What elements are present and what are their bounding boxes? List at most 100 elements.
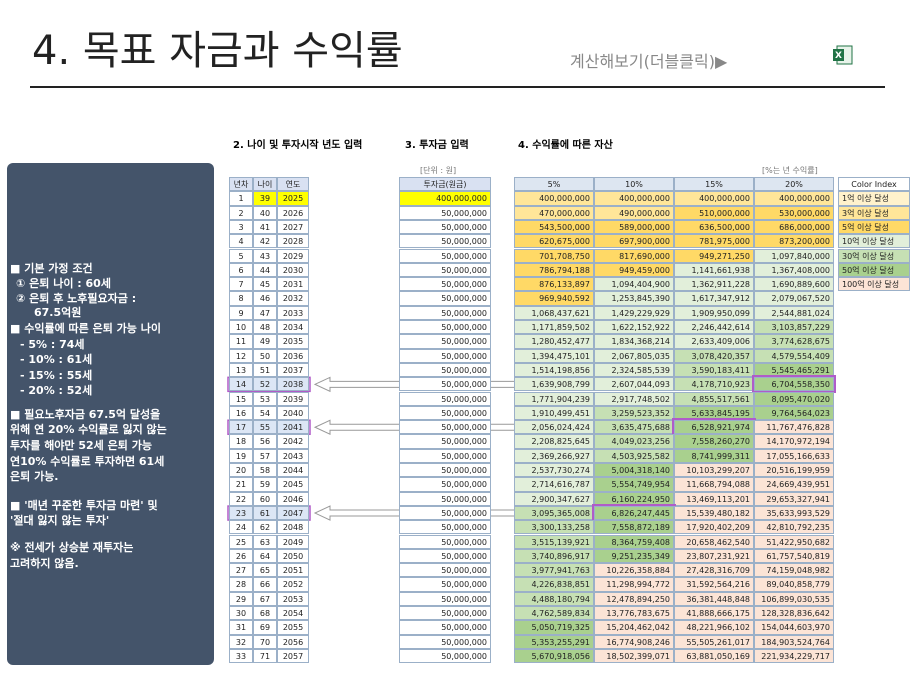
- value-cell: 817,690,000: [594, 248, 674, 263]
- value-cell: 6,160,224,950: [594, 491, 674, 506]
- value-cell: 3,103,857,229: [754, 320, 834, 335]
- row-label-cell: 2039: [277, 391, 309, 406]
- value-cell: 35,633,993,529: [754, 505, 834, 521]
- row-label-cell: 43: [253, 248, 277, 263]
- row-label-cell: 65: [253, 563, 277, 578]
- value-cell: 50,000,000: [399, 548, 491, 564]
- row-label-cell: 29: [229, 591, 253, 606]
- row-label-cell: 68: [253, 606, 277, 621]
- value-cell: 23,807,231,921: [674, 548, 754, 564]
- legend-item: 1억 이상 달성: [838, 191, 910, 206]
- value-cell: 1,394,475,101: [514, 348, 594, 363]
- value-cell: 12,478,894,250: [594, 591, 674, 606]
- legend-title: Color Index: [838, 177, 910, 192]
- value-cell: 1,910,499,451: [514, 405, 594, 421]
- value-cell: 48,221,966,102: [674, 620, 754, 635]
- title: 4. 목표 자금과 수익률: [32, 28, 403, 74]
- row-label-cell: 42: [253, 234, 277, 249]
- row-label-cell: 32: [229, 634, 253, 649]
- section-label: 4. 수익률에 따른 자산: [518, 140, 613, 151]
- panel-text: '절대 잃지 않는 투자': [10, 514, 110, 527]
- excel-icon[interactable]: X: [832, 44, 854, 66]
- value-cell: 1,141,661,938: [674, 262, 754, 278]
- legend-item: 50억 이상 달성: [838, 262, 910, 278]
- value-cell: 3,259,523,352: [594, 405, 674, 421]
- panel-text: - 5% : 74세: [20, 338, 85, 351]
- panel-text: 투자를 해야만 52세 은퇴 가능: [10, 439, 152, 452]
- value-cell: 9,764,564,023: [754, 405, 834, 421]
- value-cell: 50,000,000: [399, 634, 491, 649]
- value-cell: 2,056,024,424: [514, 420, 594, 435]
- row-label-cell: 48: [253, 320, 277, 335]
- value-cell: 74,159,048,982: [754, 563, 834, 578]
- panel-text: 연10% 수익률로 투자하면 61세: [10, 455, 165, 468]
- row-label-cell: 64: [253, 548, 277, 564]
- row-label-cell: 13: [229, 362, 253, 378]
- value-cell: 5,004,318,140: [594, 463, 674, 478]
- svg-text:X: X: [835, 51, 842, 61]
- panel-text: - 20% : 52세: [20, 384, 93, 397]
- value-cell: 686,000,000: [754, 219, 834, 235]
- row-label-cell: 25: [229, 534, 253, 549]
- value-cell: 50,000,000: [399, 377, 491, 392]
- panel-text: ② 은퇴 후 노후필요자금 :: [16, 292, 137, 305]
- side-panel: [7, 163, 214, 665]
- value-cell: 50,000,000: [399, 477, 491, 492]
- row-label-cell: 9: [229, 305, 253, 320]
- value-cell: 1,429,229,929: [594, 305, 674, 320]
- value-cell: 8,095,470,020: [754, 391, 834, 406]
- row-label-cell: 2057: [277, 648, 309, 664]
- row-label-cell: 56: [253, 434, 277, 449]
- row-label-cell: 66: [253, 577, 277, 592]
- value-cell: 5,633,845,195: [674, 405, 754, 421]
- row-label-cell: 12: [229, 348, 253, 363]
- value-cell: 31,592,564,216: [674, 577, 754, 592]
- row-label-cell: 19: [229, 448, 253, 463]
- value-cell: 50,000,000: [399, 563, 491, 578]
- panel-text: ① 은퇴 나이 : 60세: [16, 277, 111, 290]
- value-cell: 400,000,000: [399, 191, 491, 206]
- unit-note: [단위 : 원]: [420, 166, 457, 175]
- value-cell: 15,204,462,042: [594, 620, 674, 635]
- value-cell: 50,000,000: [399, 606, 491, 621]
- row-label-cell: 2038: [277, 377, 309, 392]
- value-cell: 16,774,908,246: [594, 634, 674, 649]
- value-cell: 50,000,000: [399, 534, 491, 549]
- value-cell: 27,428,316,709: [674, 563, 754, 578]
- value-cell: 786,794,188: [514, 262, 594, 278]
- header-cell: 투자금(원금): [399, 177, 491, 192]
- value-cell: 50,000,000: [399, 362, 491, 378]
- row-label-cell: 14: [229, 377, 253, 392]
- section-label: 2. 나이 및 투자시작 년도 입력: [233, 140, 363, 151]
- value-cell: 1,253,845,390: [594, 291, 674, 306]
- row-label-cell: 17: [229, 420, 253, 435]
- row-label-cell: 2043: [277, 448, 309, 463]
- value-cell: 50,000,000: [399, 234, 491, 249]
- row-label-cell: 2048: [277, 520, 309, 535]
- value-cell: 2,537,730,274: [514, 463, 594, 478]
- header-cell: 연도: [277, 177, 309, 192]
- panel-text: ■ 기본 가정 조건: [10, 262, 93, 275]
- value-cell: 13,469,113,201: [674, 491, 754, 506]
- row-label-cell: 2036: [277, 348, 309, 363]
- value-cell: 620,675,000: [514, 234, 594, 249]
- legend-item: 3억 이상 달성: [838, 205, 910, 220]
- value-cell: 24,669,439,951: [754, 477, 834, 492]
- value-cell: 876,133,897: [514, 277, 594, 292]
- row-label-cell: 21: [229, 477, 253, 492]
- value-cell: 50,000,000: [399, 348, 491, 363]
- calc-link[interactable]: 계산해보기(더블클릭)▶: [570, 52, 728, 71]
- row-label-cell: 6: [229, 262, 253, 278]
- value-cell: 55,505,261,017: [674, 634, 754, 649]
- value-cell: 2,246,442,614: [674, 320, 754, 335]
- row-label-cell: 28: [229, 577, 253, 592]
- row-label-cell: 15: [229, 391, 253, 406]
- rate-note: [%는 년 수익률]: [762, 166, 818, 175]
- panel-text: ■ 수익률에 따른 은퇴 가능 나이: [10, 322, 161, 335]
- value-cell: 10,226,358,884: [594, 563, 674, 578]
- value-cell: 2,900,347,627: [514, 491, 594, 506]
- row-label-cell: 55: [253, 420, 277, 435]
- value-cell: 50,000,000: [399, 491, 491, 506]
- value-cell: 1,362,911,228: [674, 277, 754, 292]
- value-cell: 8,741,999,311: [674, 448, 754, 463]
